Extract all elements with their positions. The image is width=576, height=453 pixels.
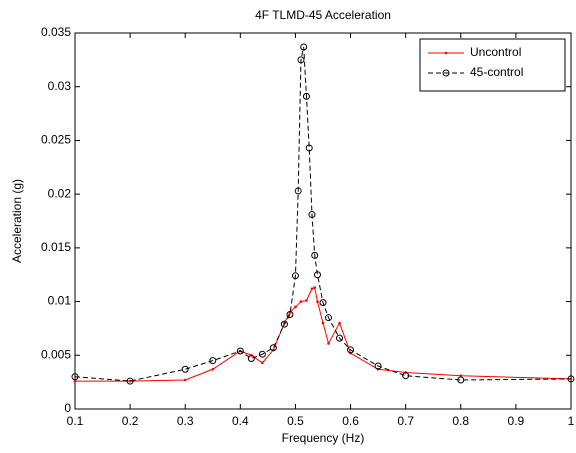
- marker: [302, 92, 310, 100]
- marker: [321, 321, 325, 325]
- legend-label: Uncontrol: [470, 45, 521, 59]
- marker: [261, 361, 264, 365]
- marker: [374, 362, 382, 370]
- y-tick-label: 0.005: [41, 347, 71, 361]
- legend-marker: [442, 69, 450, 77]
- marker: [347, 346, 355, 354]
- marker: [211, 367, 215, 371]
- marker: [294, 305, 297, 309]
- marker: [247, 355, 255, 363]
- y-axis-label: Acceleration (g): [10, 179, 24, 263]
- x-tick-label: 1: [568, 414, 575, 428]
- marker: [286, 310, 294, 318]
- series-line: [74, 46, 572, 382]
- marker: [308, 211, 316, 219]
- marker: [457, 376, 465, 384]
- marker: [325, 314, 333, 322]
- x-tick-label: 0.6: [342, 414, 359, 428]
- marker: [313, 271, 321, 279]
- marker: [310, 287, 314, 290]
- x-tick-label: 0.4: [232, 414, 249, 428]
- y-tick-label: 0.025: [41, 133, 71, 147]
- y-tick-label: 0: [64, 401, 71, 415]
- marker: [459, 374, 463, 377]
- marker: [402, 372, 410, 380]
- marker: [258, 350, 266, 358]
- marker: [305, 299, 308, 302]
- marker: [336, 334, 344, 342]
- series-line: [75, 286, 572, 382]
- legend-label: 45-control: [470, 65, 523, 79]
- marker: [294, 187, 302, 195]
- marker: [71, 373, 79, 381]
- marker: [126, 377, 134, 385]
- marker: [338, 321, 341, 325]
- marker: [316, 300, 319, 303]
- marker: [269, 344, 277, 352]
- y-tick-label: 0.015: [41, 240, 71, 254]
- marker: [567, 375, 575, 383]
- marker: [327, 342, 330, 345]
- marker: [300, 43, 308, 51]
- y-tick-label: 0.01: [48, 294, 72, 308]
- legend-box: [419, 38, 566, 92]
- x-tick-label: 0.5: [287, 414, 304, 428]
- x-tick-label: 0.7: [397, 414, 414, 428]
- marker: [311, 251, 319, 259]
- plot-area: [74, 32, 572, 410]
- chart-title: 4F TLMD-45 Acceleration: [255, 8, 391, 22]
- marker: [183, 378, 187, 382]
- y-tick-label: 0.02: [48, 186, 72, 200]
- marker: [181, 365, 189, 373]
- marker: [313, 286, 317, 289]
- marker: [73, 379, 77, 383]
- marker: [280, 320, 288, 328]
- marker: [319, 299, 327, 307]
- marker: [236, 347, 244, 355]
- x-tick-label: 0.8: [452, 414, 469, 428]
- y-tick-label: 0.03: [48, 79, 72, 93]
- y-tick-label: 0.035: [41, 25, 71, 39]
- marker: [291, 272, 299, 280]
- x-tick-label: 0.1: [67, 414, 84, 428]
- marker: [209, 357, 217, 365]
- marker: [299, 300, 303, 303]
- marker: [297, 56, 305, 64]
- x-tick-label: 0.3: [177, 414, 194, 428]
- x-axis-label: Frequency (Hz): [282, 431, 365, 445]
- x-tick-label: 0.2: [122, 414, 139, 428]
- marker: [305, 144, 313, 152]
- legend-marker: [444, 51, 448, 55]
- x-tick-label: 0.9: [508, 414, 525, 428]
